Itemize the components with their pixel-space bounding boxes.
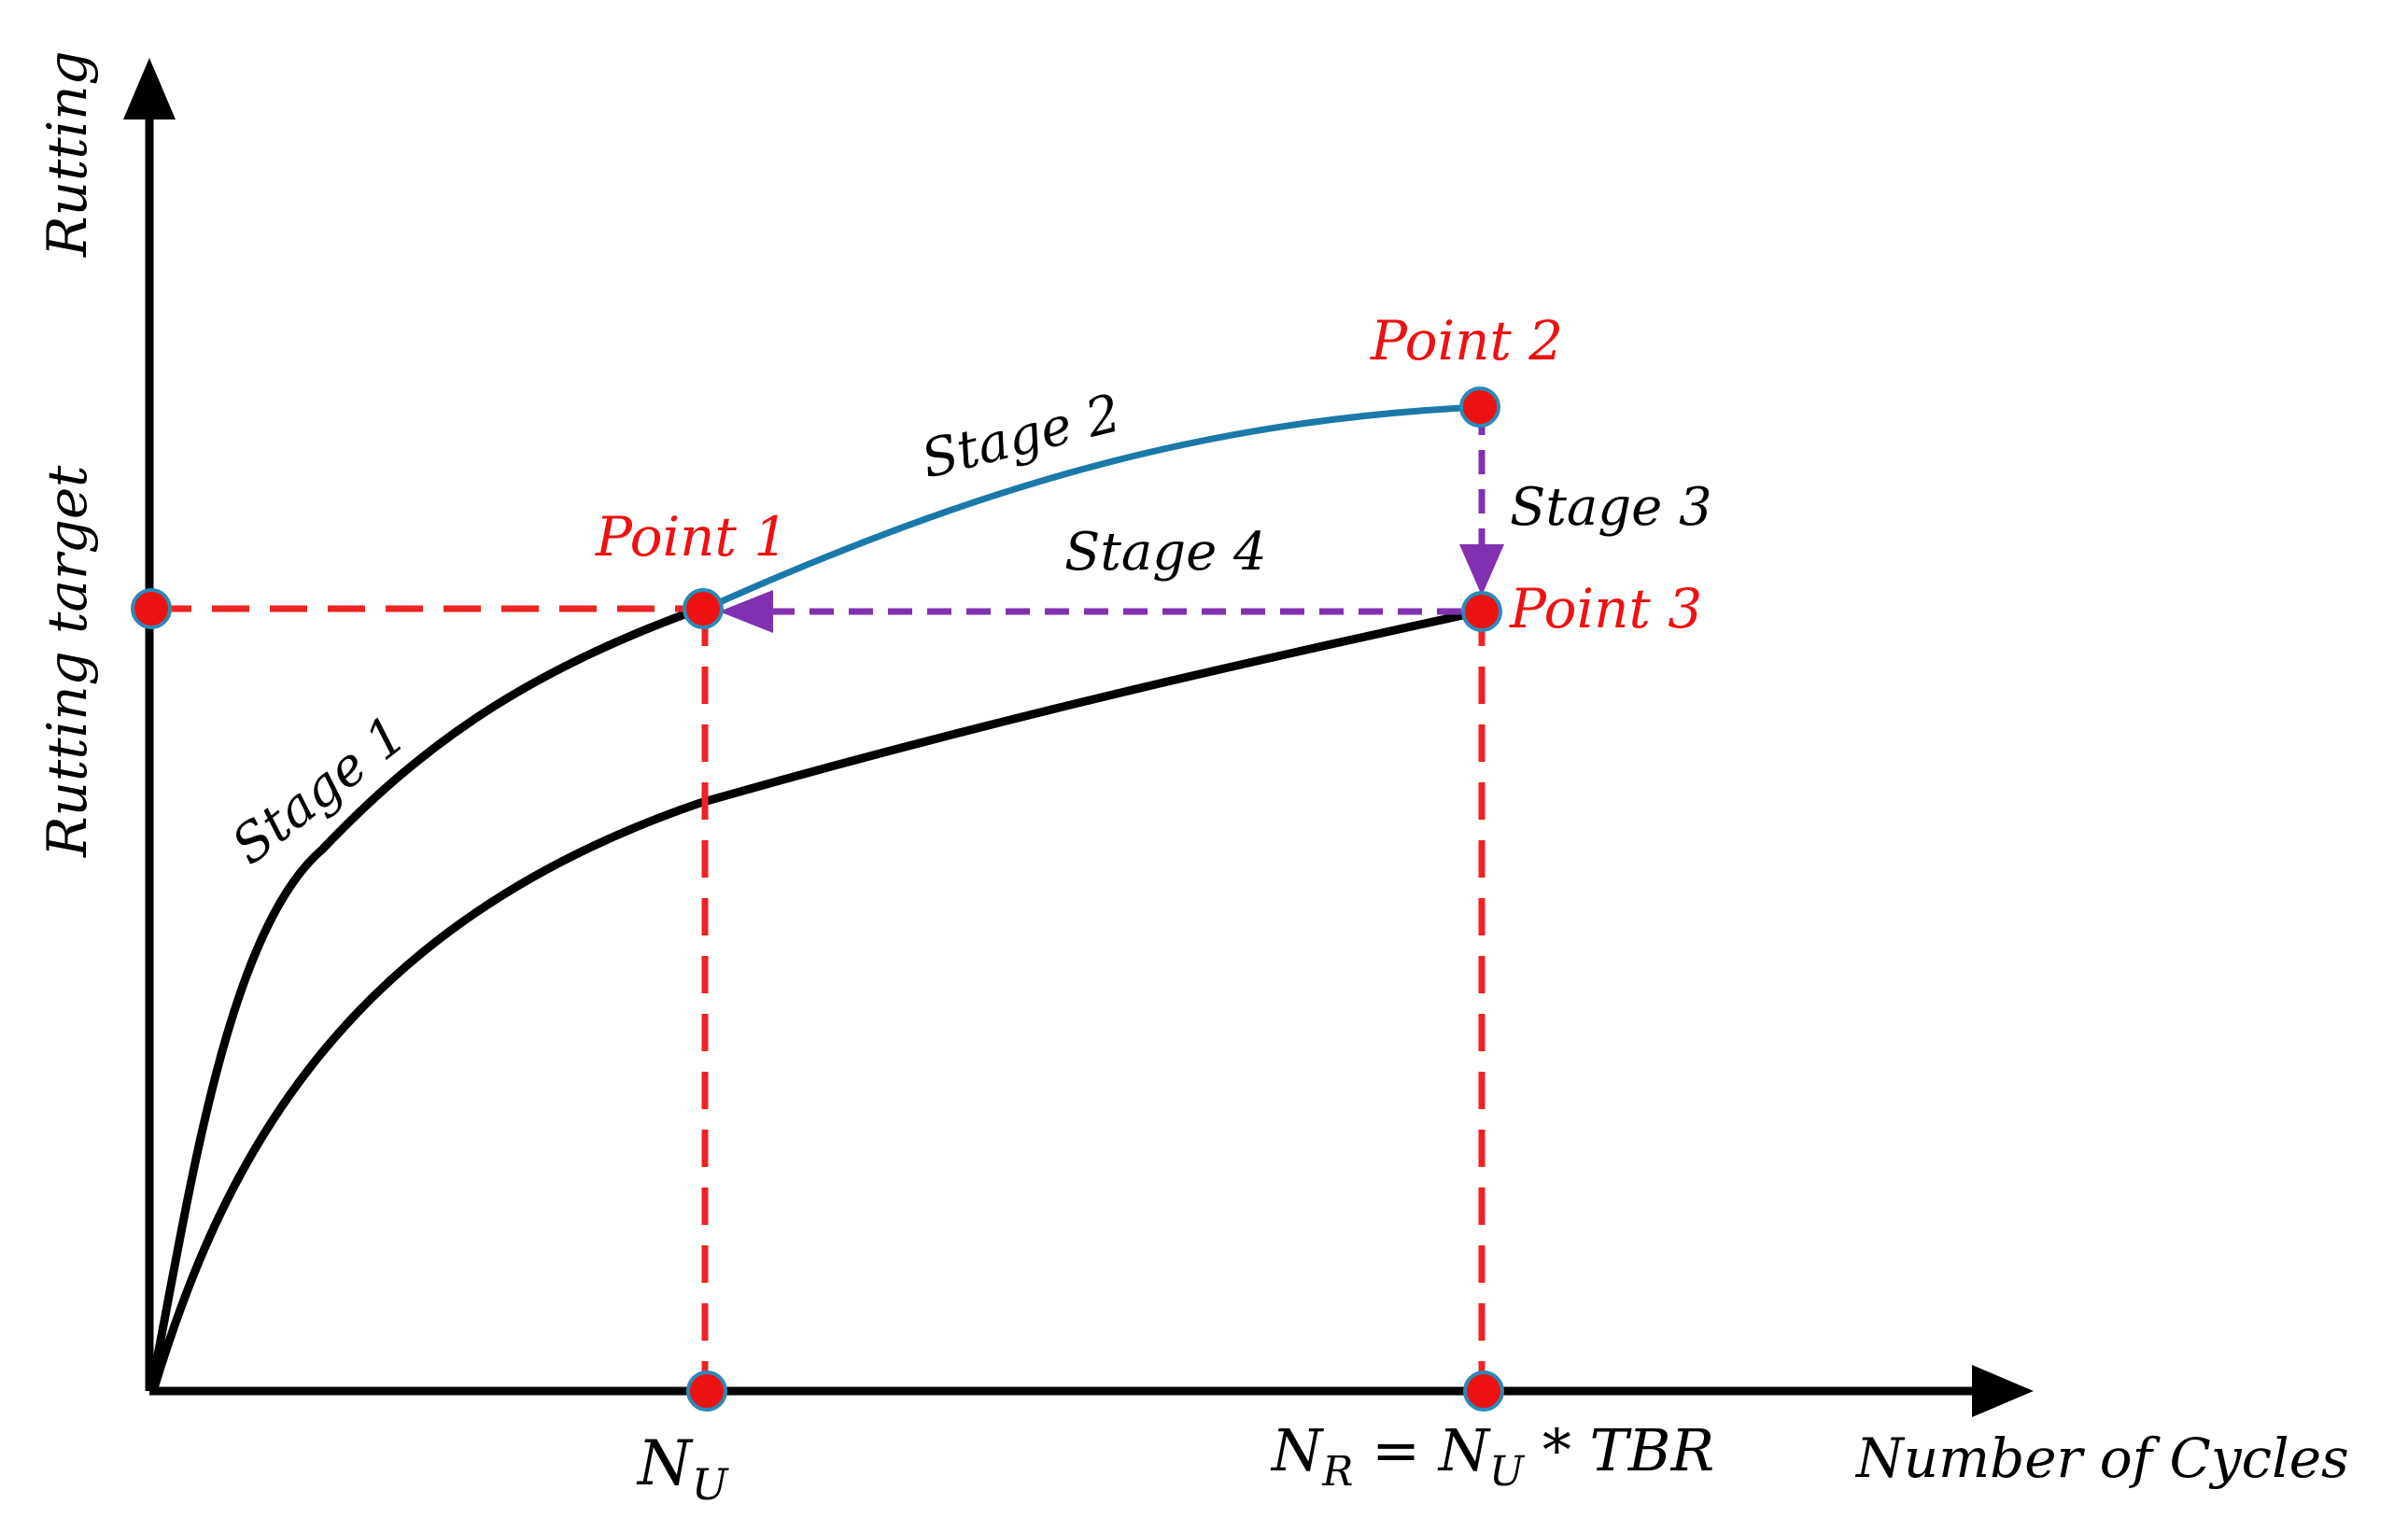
point2-label: Point 2 [1370,309,1563,372]
stage3-arrowhead [1459,544,1504,596]
stage4-arrowhead [719,590,773,633]
rutting-target-label: Rutting target [35,465,99,858]
point2-marker [1459,387,1500,428]
nu-subscript: U [692,1459,730,1510]
nr-label: NR = NU * TBR [1270,1416,1714,1496]
y-axis-arrowhead [123,58,176,119]
nu-label: NU [636,1427,730,1510]
nr-tail: * TBR [1524,1416,1714,1484]
nr-subscript2: U [1489,1448,1526,1496]
point1-marker [683,588,724,629]
stage3-label: Stage 3 [1510,477,1712,538]
point1-label: Point 1 [595,505,788,569]
rutting-target-marker [131,588,172,629]
x-axis-label: Number of Cycles [1854,1427,2349,1490]
x-axis-arrowhead [1972,1365,2034,1417]
nr-equals: = [1353,1416,1438,1484]
nr-axis-marker [1463,1370,1504,1412]
nr-subscript: R [1321,1448,1353,1496]
stage2-curve [703,403,1481,612]
point3-label: Point 3 [1509,577,1702,640]
stage4-label: Stage 4 [1064,522,1267,583]
lower-rutting-curve [149,607,1481,1390]
y-axis-label: Rutting [35,50,99,258]
point3-marker [1461,591,1502,632]
stage1-curve [147,604,702,1389]
stage2-label: Stage 2 [916,383,1127,490]
nr-base: N [1270,1416,1325,1484]
nu-axis-marker [686,1370,727,1412]
nu-base: N [636,1427,694,1499]
nr-base2: N [1437,1416,1492,1484]
